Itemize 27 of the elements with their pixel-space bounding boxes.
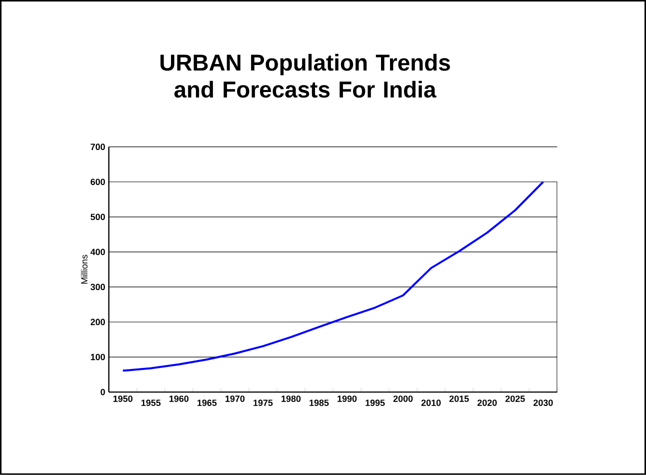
x-tick-label: 1990: [338, 396, 357, 402]
x-tick-label: 2020: [477, 400, 497, 406]
x-tick-label: 1970: [226, 396, 245, 402]
y-axis-title: Millions: [80, 254, 88, 284]
x-tick-label: 1960: [169, 396, 189, 402]
line-series: [122, 180, 544, 372]
x-tick-label: 1955: [141, 400, 161, 406]
x-tick-label: 2025: [505, 396, 525, 402]
x-tick-label: 2030: [534, 400, 553, 406]
y-tick-label: 200: [90, 318, 105, 326]
y-tick-label: 0: [100, 388, 105, 396]
y-tick-label: 700: [90, 144, 105, 150]
x-tick-label: 2000: [393, 396, 413, 402]
x-tick-label: 1980: [282, 396, 301, 402]
x-tick-label: 1975: [254, 400, 273, 406]
x-tick-label: 2010: [421, 400, 441, 406]
y-tick-label: 500: [90, 214, 105, 220]
y-tick-label: 300: [90, 284, 105, 290]
y-tick-label: 100: [90, 354, 105, 360]
x-tick-label: 1985: [310, 400, 329, 406]
y-tick-label: 400: [90, 248, 105, 256]
x-tick-label: 1995: [366, 400, 385, 406]
x-tick-label: 2015: [449, 396, 469, 402]
y-tick-label: 600: [90, 178, 105, 186]
x-tick-label: 1950: [113, 396, 132, 402]
chart-title: URBAN Population Trends and Forecasts For India: [160, 54, 450, 98]
x-tick-label: 1965: [197, 400, 217, 406]
